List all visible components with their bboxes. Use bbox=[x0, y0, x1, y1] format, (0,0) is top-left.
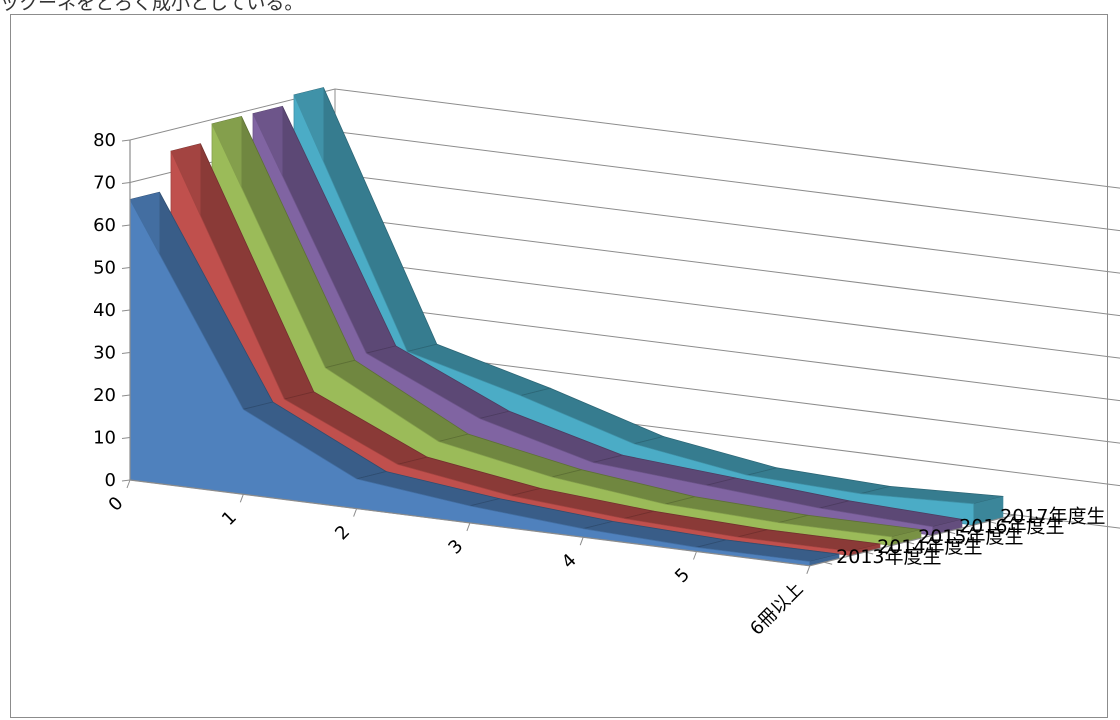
series-label-3: 2016年度生 bbox=[959, 516, 1064, 538]
y-tick-label-4: 40 bbox=[93, 300, 116, 321]
series-label-0: 2013年度生 bbox=[836, 546, 941, 568]
y-tick-mark-5 bbox=[121, 267, 131, 269]
y-tick-mark-2 bbox=[121, 394, 131, 397]
series-label-4: 2017年度生 bbox=[1000, 505, 1105, 527]
series-2013年度生 bbox=[129, 191, 840, 567]
x-tick-mark-2 bbox=[353, 508, 358, 517]
depth-tick-2 bbox=[906, 541, 915, 545]
x-tick-mark-1 bbox=[239, 494, 244, 503]
y-tick-mark-0 bbox=[121, 479, 131, 482]
depth-axis-line bbox=[809, 514, 1015, 567]
y-tick-mark-8 bbox=[121, 139, 131, 142]
y-tick-label-2: 20 bbox=[93, 385, 116, 406]
y-tick-label-3: 30 bbox=[93, 343, 116, 364]
y-tick-mark-3 bbox=[121, 352, 131, 354]
series-2-cap-right bbox=[891, 529, 922, 546]
y-tick-label-1: 10 bbox=[93, 428, 116, 449]
x-tick-label-3: 3 bbox=[444, 536, 467, 559]
x-tick-mark-0 bbox=[126, 479, 131, 489]
x-tick-label-5: 5 bbox=[671, 564, 694, 587]
depth-tick-4 bbox=[988, 520, 997, 524]
x-tick-mark-6 bbox=[806, 565, 811, 574]
y-tick-label-6: 60 bbox=[93, 215, 116, 236]
series-1-cap-right bbox=[850, 544, 881, 556]
x-tick-label-2: 2 bbox=[331, 521, 354, 544]
y-tick-label-7: 70 bbox=[93, 173, 116, 194]
axes bbox=[121, 139, 1015, 574]
y-tick-label-8: 80 bbox=[93, 130, 116, 151]
y-tick-label-0: 0 bbox=[105, 470, 116, 491]
depth-tick-1 bbox=[865, 551, 874, 555]
series-label-2: 2015年度生 bbox=[918, 526, 1023, 548]
series-label-1: 2014年度生 bbox=[877, 536, 982, 558]
depth-tick-3 bbox=[947, 531, 956, 535]
x-tick-mark-3 bbox=[466, 522, 471, 532]
y-tick-mark-1 bbox=[121, 437, 131, 439]
x-tick-label-0: 0 bbox=[105, 493, 128, 516]
depth-tick-0 bbox=[824, 561, 833, 565]
page-header-text: ックーネをとろく成小としている。 bbox=[0, 0, 304, 14]
gridline-8 bbox=[129, 88, 1120, 189]
series-3-cap-right bbox=[932, 519, 963, 536]
y-tick-mark-4 bbox=[121, 309, 131, 312]
y-tick-mark-7 bbox=[121, 182, 131, 184]
x-tick-label-4: 4 bbox=[558, 550, 581, 573]
y-tick-label-5: 50 bbox=[93, 258, 116, 279]
y-tick-mark-6 bbox=[121, 224, 131, 227]
x-tick-label-6: 6冊以上 bbox=[746, 578, 807, 639]
series-0-cap-right bbox=[809, 554, 840, 566]
series-group bbox=[129, 87, 1004, 567]
x-tick-mark-5 bbox=[693, 551, 697, 560]
x-tick-mark-4 bbox=[579, 537, 584, 546]
series-4-cap-right bbox=[973, 496, 1004, 525]
x-tick-label-1: 1 bbox=[218, 507, 241, 530]
